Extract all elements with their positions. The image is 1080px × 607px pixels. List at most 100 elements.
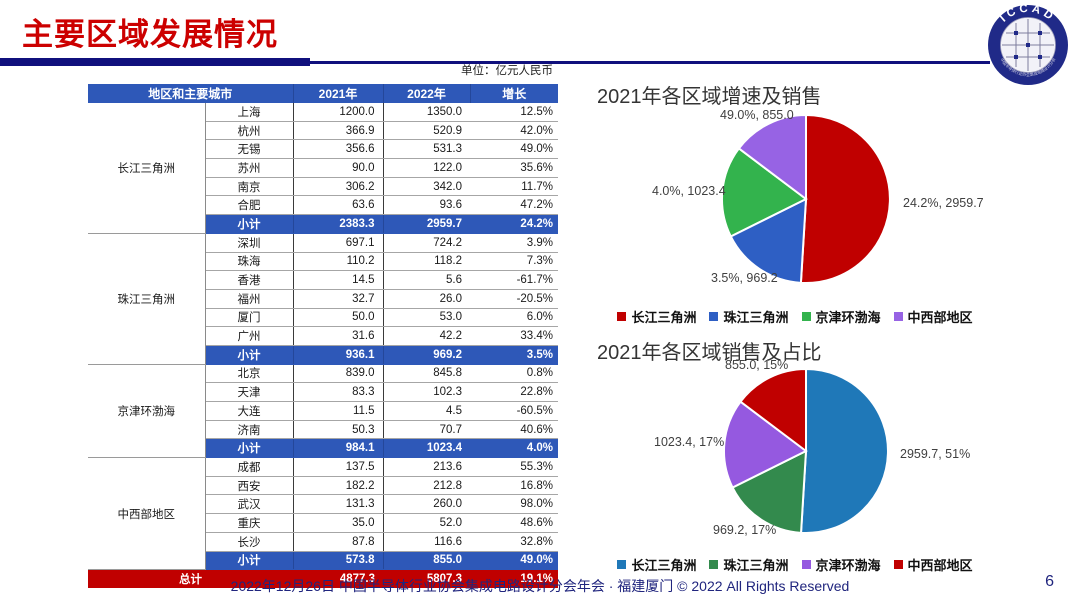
value-2021-cell: 182.2 xyxy=(293,476,384,496)
value-2022-cell: 26.0 xyxy=(383,289,471,309)
region-cell: 中西部地区 xyxy=(88,457,206,571)
growth-cell: 7.3% xyxy=(470,252,559,272)
subtotal-row: 小计 936.1 969.2 3.5% xyxy=(88,345,559,365)
value-2021-cell: 35.0 xyxy=(293,513,384,533)
value-2021-cell: 356.6 xyxy=(293,139,384,160)
city-cell: 合肥 xyxy=(205,195,294,216)
city-cell: 济南 xyxy=(205,420,294,440)
pie-slice-3 xyxy=(739,367,807,454)
city-cell: 广州 xyxy=(205,326,294,346)
growth-cell: 98.0% xyxy=(470,494,559,515)
value-2022-cell: 531.3 xyxy=(383,139,471,160)
growth-cell: -60.5% xyxy=(470,401,559,421)
legend-item: 长江三角洲 xyxy=(617,307,696,326)
legend-item: 长江三角洲 xyxy=(617,555,696,574)
region-cell: 珠江三角洲 xyxy=(88,233,206,365)
pie-chart-growth-sales xyxy=(721,113,891,284)
legend-swatch xyxy=(801,560,811,569)
total-label-cell: 总计 xyxy=(88,569,294,588)
value-2022-cell: 520.9 xyxy=(383,121,471,141)
growth-cell: 22.8% xyxy=(470,382,559,402)
table-header-row: 地区和主要城市 2021年 2022年 增长 xyxy=(88,84,559,103)
table-row: 中西部地区 成都 137.5 213.6 55.3% xyxy=(88,457,559,571)
city-cell: 苏州 xyxy=(205,158,294,178)
value-2021-cell: 137.5 xyxy=(293,457,384,477)
subtotal-label-cell: 小计 xyxy=(205,214,294,234)
value-2021-cell: 306.2 xyxy=(293,177,384,197)
value-2021-cell: 839.0 xyxy=(293,364,384,384)
table-row: 合肥 63.6 93.6 47.2% xyxy=(88,195,559,216)
page-title: 主要区域发展情况 xyxy=(22,17,278,52)
table-row: 长江三角洲 上海 1200.0 1350.0 12.5% xyxy=(88,103,559,234)
value-2022-cell: 5807.3 xyxy=(383,569,471,588)
value-2022-cell: 212.8 xyxy=(383,476,471,496)
subtotal-label-cell: 小计 xyxy=(205,551,294,571)
city-cell: 重庆 xyxy=(205,513,294,533)
value-2022-cell: 5.6 xyxy=(383,270,471,290)
table-row: 西安 182.2 212.8 16.8% xyxy=(88,476,559,496)
growth-cell: 32.8% xyxy=(470,532,559,552)
chart1-legend: 长江三角洲 珠江三角洲 京津环渤海 中西部地区 xyxy=(595,307,995,326)
value-2021-cell: 11.5 xyxy=(293,401,384,421)
subtotal-row: 小计 2383.3 2959.7 24.2% xyxy=(88,214,559,234)
legend-item: 中西部地区 xyxy=(893,307,973,326)
growth-cell: 3.5% xyxy=(470,345,559,365)
growth-cell: 33.4% xyxy=(470,326,559,346)
table-row: 武汉 131.3 260.0 98.0% xyxy=(88,494,559,515)
value-2022-cell: 342.0 xyxy=(383,177,471,197)
table-row: 珠江三角洲 深圳 697.1 724.2 3.9% xyxy=(88,233,559,365)
chart2-title: 2021年各区域销售及占比 xyxy=(597,342,822,364)
growth-cell: -20.5% xyxy=(470,289,559,309)
title-underline-rule xyxy=(310,61,990,64)
legend-swatch xyxy=(709,560,719,569)
table-row: 广州 31.6 42.2 33.4% xyxy=(88,326,559,346)
pie-slice-1 xyxy=(731,449,808,534)
region-table: 地区和主要城市 2021年 2022年 增长 长江三角洲 上海 1200.0 1350… xyxy=(88,84,559,588)
legend-label: 中西部地区 xyxy=(907,310,973,325)
legend-swatch xyxy=(617,560,627,569)
city-cell: 上海 xyxy=(205,103,294,122)
subtotal-label-cell: 小计 xyxy=(205,345,294,365)
legend-item: 珠江三角洲 xyxy=(709,307,789,326)
growth-cell: 12.5% xyxy=(470,103,559,122)
pie-slice-1 xyxy=(729,197,808,284)
pie-slice-0 xyxy=(799,113,891,284)
value-2021-cell: 90.0 xyxy=(293,158,384,178)
footer-text: 2022年12月26日 中国半导体行业协会集成电路设计分会年会 · 福建厦门 ©… xyxy=(230,578,850,594)
pie1-label-yangtze: 24.2%, 2959.7 xyxy=(903,196,984,210)
growth-cell: 47.2% xyxy=(470,195,559,216)
legend-item: 珠江三角洲 xyxy=(709,555,789,574)
value-2021-cell: 2383.3 xyxy=(293,214,384,234)
legend-swatch xyxy=(893,312,903,321)
growth-cell: 35.6% xyxy=(470,158,559,178)
legend-swatch xyxy=(709,312,719,321)
growth-cell: 6.0% xyxy=(470,308,559,328)
pie-slice-2 xyxy=(721,147,808,238)
city-cell: 南京 xyxy=(205,177,294,197)
value-2021-cell: 110.2 xyxy=(293,252,384,272)
col-header-2022: 2022年 xyxy=(383,84,471,103)
value-2022-cell: 93.6 xyxy=(383,195,471,216)
growth-cell: 49.0% xyxy=(470,551,559,571)
legend-label: 中西部地区 xyxy=(907,558,973,573)
city-cell: 天津 xyxy=(205,382,294,402)
page-number: 6 xyxy=(1045,573,1054,590)
subtotal-row: 小计 573.8 855.0 49.0% xyxy=(88,551,559,571)
value-2022-cell: 4.5 xyxy=(383,401,471,421)
value-2022-cell: 724.2 xyxy=(383,233,471,253)
value-2022-cell: 116.6 xyxy=(383,532,471,552)
legend-label: 珠江三角洲 xyxy=(723,558,789,573)
legend-swatch xyxy=(893,560,903,569)
title-underline-bar xyxy=(0,58,310,66)
growth-cell: 3.9% xyxy=(470,233,559,253)
value-2022-cell: 52.0 xyxy=(383,513,471,533)
city-cell: 长沙 xyxy=(205,532,294,552)
pie-slice-3 xyxy=(737,113,807,202)
pie1-label-pearl: 3.5%, 969.2 xyxy=(711,271,778,285)
unit-label: 单位：亿元人民币 xyxy=(461,65,553,77)
table-row: 重庆 35.0 52.0 48.6% xyxy=(88,513,559,533)
value-2021-cell: 573.8 xyxy=(293,551,384,571)
value-2021-cell: 87.8 xyxy=(293,532,384,552)
legend-label: 珠江三角洲 xyxy=(723,310,789,325)
legend-label: 长江三角洲 xyxy=(631,310,697,325)
